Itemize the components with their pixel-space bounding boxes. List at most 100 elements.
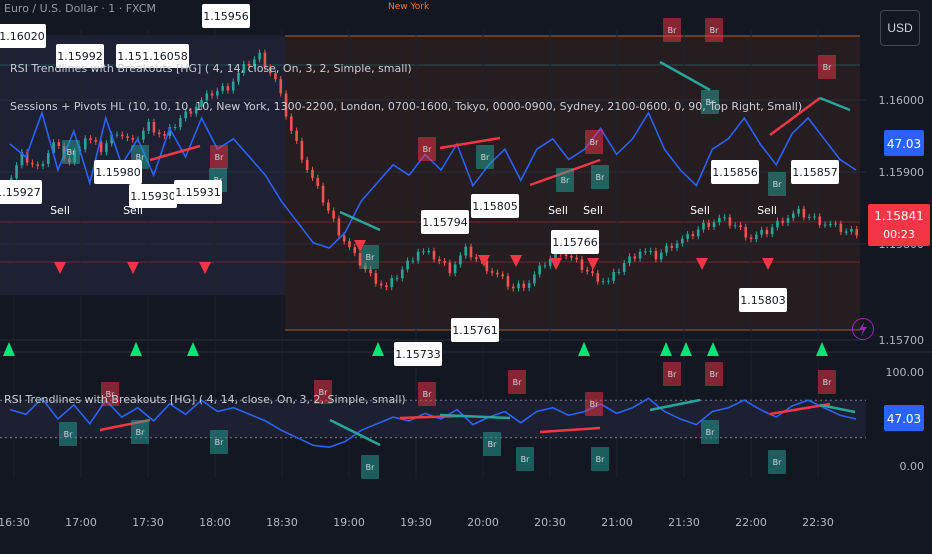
buy-arrow — [680, 342, 692, 356]
candle-body — [411, 260, 415, 262]
candle-body — [765, 229, 769, 235]
candle-body — [147, 121, 150, 131]
rsi-overlay-line — [9, 110, 857, 249]
breakout-label: Br — [366, 463, 375, 472]
price-tick-label: 1.16000 — [879, 94, 925, 107]
buy-arrow — [3, 342, 15, 356]
candle-body — [596, 273, 600, 282]
candle-body — [786, 218, 790, 223]
candle-body — [813, 216, 816, 218]
currency-button[interactable]: USD — [880, 10, 920, 46]
breakout-marker — [585, 392, 603, 416]
pivot-high-box — [711, 160, 759, 184]
pivot-low-label: 1.15803 — [740, 294, 786, 307]
sell-arrow — [54, 262, 66, 274]
pivot-low-box — [739, 288, 787, 312]
breakout-marker — [705, 18, 723, 42]
pivot-high-label: 1.15766 — [552, 236, 598, 249]
candle-body — [448, 262, 452, 274]
candle-body — [15, 165, 18, 179]
candle-body — [733, 225, 737, 227]
candle-body — [274, 73, 277, 80]
pivot-low-label: 1.15930 — [130, 190, 176, 203]
breakout-label: Br — [215, 153, 224, 162]
breakout-marker — [701, 90, 719, 114]
breakout-marker — [591, 165, 609, 189]
candle-body — [300, 140, 304, 160]
candle-body — [707, 222, 711, 227]
rsi-overlay-tag-text: 47.03 — [887, 137, 921, 151]
candle-body — [205, 93, 209, 101]
breakout-label: Br — [596, 455, 605, 464]
candle-body — [290, 116, 293, 131]
breakout-label: Br — [590, 400, 599, 409]
candle-body — [99, 141, 103, 153]
candle-body — [485, 260, 489, 272]
candle-body — [781, 220, 785, 223]
candle-body — [533, 274, 536, 284]
candle-body — [189, 111, 193, 114]
candle-body — [739, 225, 742, 227]
candle-body — [681, 238, 684, 244]
candle-body — [416, 251, 420, 261]
candle-body — [538, 265, 541, 275]
candle-body — [57, 142, 61, 146]
candle-body — [649, 250, 652, 252]
candle-body — [226, 86, 230, 91]
breakout-label: Br — [590, 138, 599, 147]
candle-body — [400, 269, 404, 279]
breakout-marker — [818, 55, 836, 79]
breakout-marker — [418, 382, 436, 406]
candle-body — [607, 280, 610, 282]
breakout-marker — [705, 362, 723, 386]
price-trendline — [819, 96, 851, 112]
candle-body — [316, 177, 320, 186]
breakout-marker — [768, 172, 786, 196]
candle-body — [818, 216, 822, 225]
candle-body — [564, 254, 568, 256]
sell-arrow — [354, 240, 366, 252]
sell-arrow — [696, 258, 708, 270]
candle-body — [168, 127, 172, 136]
candle-body — [216, 90, 219, 96]
candle-body — [691, 234, 695, 237]
breakout-label: Br — [481, 153, 490, 162]
breakout-marker — [663, 362, 681, 386]
pivot-high-box — [551, 230, 599, 254]
candle-body — [31, 162, 34, 165]
pivot-low-box — [129, 184, 177, 208]
breakout-label: Br — [521, 455, 530, 464]
candle-body — [163, 134, 166, 136]
rsi-trendline — [649, 398, 701, 412]
candle-body — [855, 229, 859, 236]
breakout-label: Br — [668, 26, 677, 35]
price-trendline — [659, 60, 711, 92]
time-tick-label: 20:30 — [534, 516, 566, 529]
candle-body — [237, 72, 240, 82]
candle-body — [712, 222, 716, 227]
candle-body — [696, 229, 700, 237]
candle-body — [585, 269, 589, 272]
sell-arrow — [510, 255, 522, 267]
candle-body — [612, 271, 615, 281]
pivot-high-label: 1.15992 — [57, 50, 103, 63]
breakout-label: Br — [706, 98, 715, 107]
candle-body — [342, 235, 346, 242]
sell-arrow — [762, 258, 774, 270]
pivot-high-box — [202, 4, 250, 28]
last-price-text: 1.15841 — [874, 209, 924, 223]
breakout-label: Br — [668, 370, 677, 379]
candle-body — [253, 59, 256, 67]
lightning-icon[interactable] — [852, 318, 874, 340]
candle-body — [179, 118, 182, 128]
candle-body — [427, 250, 431, 252]
breakout-marker — [418, 137, 436, 161]
breakout-label: Br — [773, 180, 782, 189]
candle-body — [258, 52, 261, 60]
candle-body — [501, 274, 504, 277]
candle-body — [792, 213, 795, 219]
candle-body — [644, 251, 647, 253]
last-price-tag — [868, 204, 930, 246]
